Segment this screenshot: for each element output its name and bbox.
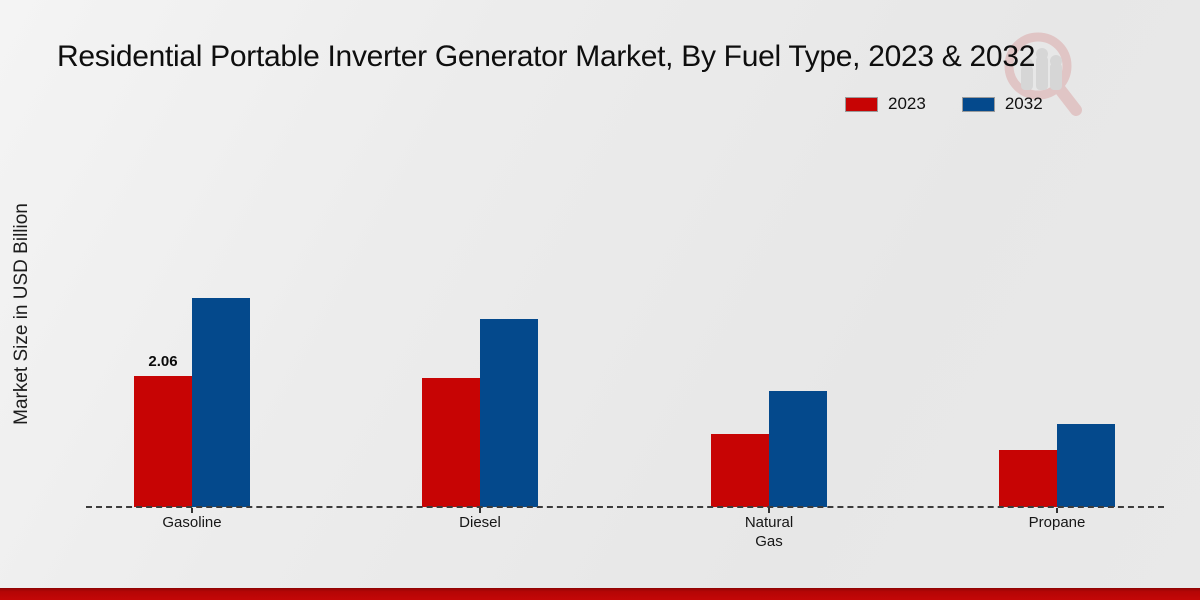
x-axis-baseline xyxy=(86,506,1164,508)
category-label-gasoline: Gasoline xyxy=(162,514,222,531)
legend-label-2032: 2032 xyxy=(1004,94,1043,113)
axis-tick-diesel xyxy=(479,508,481,513)
bar-2032-natural-gas xyxy=(769,391,827,507)
bar-2032-propane xyxy=(1057,424,1115,507)
axis-tick-gasoline xyxy=(191,508,193,513)
bar-2032-gasoline xyxy=(192,298,250,507)
bar-2023-diesel xyxy=(422,378,480,507)
axis-tick-propane xyxy=(1056,508,1058,513)
legend-item-2032: 2032 xyxy=(961,94,1043,114)
bar-2023-gasoline xyxy=(134,376,192,507)
category-label-diesel: Diesel xyxy=(459,514,501,531)
bar-2032-diesel xyxy=(480,319,538,507)
axis-tick-natural-gas xyxy=(768,508,770,513)
legend-item-2023: 2023 xyxy=(845,94,926,114)
category-label-natural-gas: Natural Gas xyxy=(744,514,794,550)
legend: 2023 2032 xyxy=(845,94,1043,114)
bar-2023-propane xyxy=(999,450,1057,507)
chart-title: Residential Portable Inverter Generator … xyxy=(57,40,1036,73)
legend-swatch-2023 xyxy=(845,96,878,112)
data-label-2023-gasoline: 2.06 xyxy=(148,353,178,370)
legend-swatch-2032 xyxy=(961,96,995,112)
legend-label-2023: 2023 xyxy=(888,94,926,113)
bar-2023-natural-gas xyxy=(711,434,769,507)
bottom-red-strip xyxy=(0,588,1200,600)
magnifier-bar-chart-watermark-icon xyxy=(1004,32,1082,116)
category-label-propane: Propane xyxy=(1028,514,1086,531)
